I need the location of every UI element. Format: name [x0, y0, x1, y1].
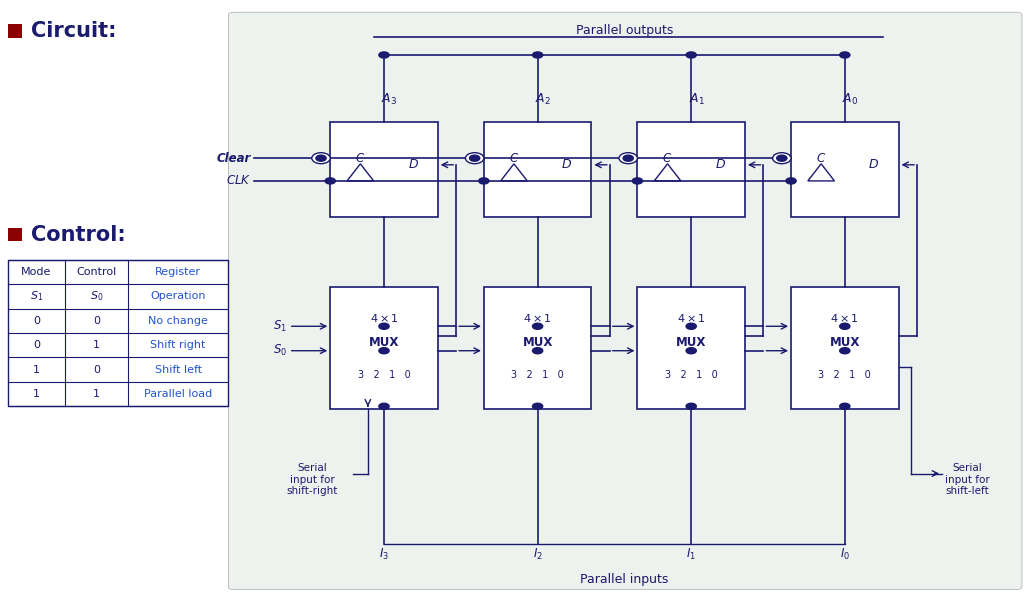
Text: Shift right: Shift right: [151, 340, 206, 350]
Circle shape: [840, 323, 850, 329]
Text: 3   2   1   0: 3 2 1 0: [357, 370, 411, 380]
Circle shape: [469, 155, 480, 161]
Text: 1: 1: [33, 365, 40, 375]
Bar: [637, 287, 745, 409]
Circle shape: [315, 155, 326, 161]
Text: $S_0$: $S_0$: [89, 290, 103, 303]
Text: 0: 0: [33, 316, 40, 326]
Text: $A_0$: $A_0$: [842, 92, 858, 106]
Text: 0: 0: [93, 316, 99, 326]
Circle shape: [840, 52, 850, 58]
Circle shape: [532, 348, 543, 354]
Text: Parallel outputs: Parallel outputs: [575, 24, 674, 37]
Text: Parallel inputs: Parallel inputs: [581, 573, 669, 586]
Text: $I_1$: $I_1$: [686, 547, 696, 562]
Text: Mode: Mode: [22, 267, 51, 277]
Bar: [484, 287, 592, 409]
Circle shape: [311, 153, 330, 164]
Bar: [330, 287, 438, 409]
Text: $S_1$: $S_1$: [272, 319, 287, 334]
Text: Register: Register: [156, 267, 201, 277]
Text: $D$: $D$: [561, 158, 572, 171]
Circle shape: [686, 348, 696, 354]
Text: $4 \times 1$: $4 \times 1$: [830, 312, 859, 324]
Circle shape: [623, 155, 633, 161]
Text: $I_3$: $I_3$: [379, 547, 389, 562]
Bar: [8, 24, 22, 38]
Text: $4 \times 1$: $4 \times 1$: [677, 312, 706, 324]
Text: $C$: $C$: [663, 152, 673, 165]
Circle shape: [772, 153, 791, 164]
Text: $I_2$: $I_2$: [532, 547, 543, 562]
Text: $4 \times 1$: $4 \times 1$: [523, 312, 552, 324]
Circle shape: [776, 155, 786, 161]
Text: $D$: $D$: [715, 158, 726, 171]
Text: MUX: MUX: [369, 335, 399, 349]
Text: $S_0$: $S_0$: [272, 343, 287, 358]
Text: Control: Control: [76, 267, 117, 277]
Text: 1: 1: [93, 389, 99, 399]
Text: MUX: MUX: [829, 335, 860, 349]
Circle shape: [786, 178, 797, 184]
Circle shape: [379, 323, 389, 329]
Text: $D$: $D$: [868, 158, 880, 171]
Text: $A_3$: $A_3$: [381, 92, 397, 106]
Circle shape: [379, 348, 389, 354]
Circle shape: [532, 323, 543, 329]
Text: MUX: MUX: [676, 335, 707, 349]
Text: 0: 0: [33, 340, 40, 350]
Circle shape: [479, 178, 489, 184]
Text: Parallel load: Parallel load: [144, 389, 212, 399]
Bar: [791, 122, 899, 217]
Text: 1: 1: [93, 340, 99, 350]
Bar: [791, 287, 899, 409]
Circle shape: [379, 403, 389, 409]
Text: MUX: MUX: [522, 335, 553, 349]
Text: 1: 1: [33, 389, 40, 399]
Text: No change: No change: [148, 316, 208, 326]
Text: $C$: $C$: [816, 152, 826, 165]
Circle shape: [686, 323, 696, 329]
Text: $4 \times 1$: $4 \times 1$: [370, 312, 398, 324]
Bar: [8, 228, 22, 241]
Circle shape: [465, 153, 484, 164]
Text: $S_1$: $S_1$: [30, 290, 43, 303]
Circle shape: [618, 153, 637, 164]
Text: 0: 0: [93, 365, 99, 375]
Text: Control:: Control:: [31, 225, 126, 244]
Text: $A_1$: $A_1$: [688, 92, 705, 106]
Circle shape: [532, 52, 543, 58]
Text: Circuit:: Circuit:: [31, 21, 116, 41]
Circle shape: [326, 178, 336, 184]
Text: $I_0$: $I_0$: [840, 547, 850, 562]
Bar: [330, 122, 438, 217]
Bar: [484, 122, 592, 217]
Text: $C$: $C$: [355, 152, 366, 165]
Circle shape: [840, 348, 850, 354]
Circle shape: [686, 52, 696, 58]
Circle shape: [379, 52, 389, 58]
Text: Serial
input for
shift-left: Serial input for shift-left: [945, 463, 990, 496]
Text: Clear: Clear: [217, 152, 251, 165]
Bar: [637, 122, 745, 217]
Text: Operation: Operation: [151, 291, 206, 301]
Bar: [8, 260, 228, 406]
Text: Serial
input for
shift-right: Serial input for shift-right: [287, 463, 338, 496]
Text: $A_2$: $A_2$: [536, 92, 551, 106]
Text: Shift left: Shift left: [155, 365, 202, 375]
Circle shape: [840, 403, 850, 409]
Text: $D$: $D$: [408, 158, 419, 171]
Circle shape: [532, 403, 543, 409]
Text: $CLK$: $CLK$: [225, 174, 251, 188]
Text: 3   2   1   0: 3 2 1 0: [511, 370, 564, 380]
Text: $C$: $C$: [509, 152, 519, 165]
Circle shape: [633, 178, 643, 184]
Circle shape: [686, 403, 696, 409]
Text: 3   2   1   0: 3 2 1 0: [818, 370, 871, 380]
Text: 3   2   1   0: 3 2 1 0: [665, 370, 718, 380]
FancyBboxPatch shape: [228, 12, 1022, 590]
